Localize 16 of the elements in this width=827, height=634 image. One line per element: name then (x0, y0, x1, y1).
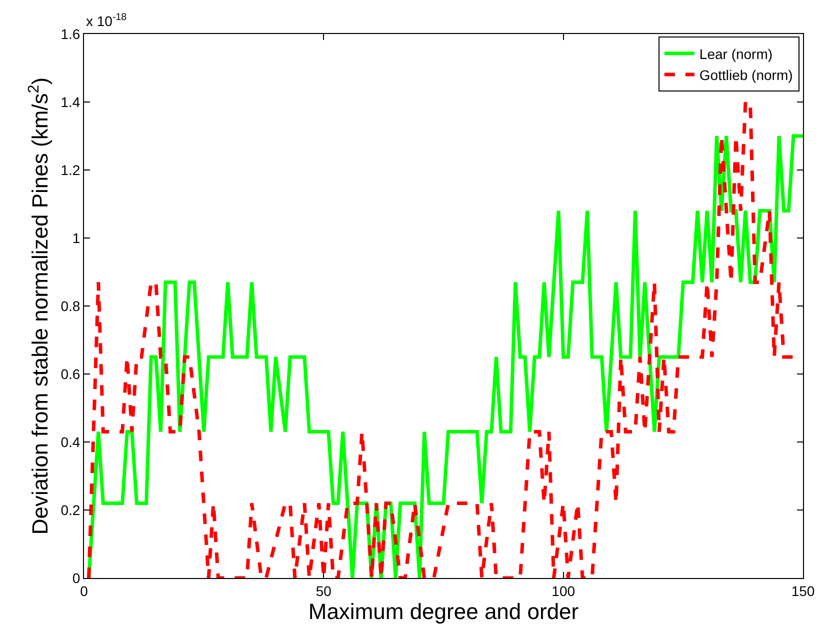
text: x 10$^{-18}$ (86, 12, 128, 29)
y-tick-label: 0.2 (60, 502, 80, 518)
x-tick-label: 100 (552, 582, 576, 599)
y-tick-label: 0.6 (60, 366, 80, 382)
y-tick-label: 0.4 (60, 434, 80, 450)
x-tick-label: 50 (316, 582, 332, 599)
legend-label: Gottlieb (norm) (699, 66, 793, 83)
y-tick-label: 1.6 (60, 26, 80, 42)
y-tick-label: 1.4 (60, 94, 80, 110)
y-tick-label: 0 (72, 570, 80, 586)
legend-label: Lear (norm) (699, 46, 773, 62)
x-tick-label: 150 (791, 582, 815, 599)
y-tick-label: 0.8 (60, 298, 80, 314)
y-tick-label: 1.2 (60, 162, 80, 178)
y-tick-label: 1 (72, 230, 80, 246)
x-axis-title: Maximum degree and order (308, 598, 579, 624)
